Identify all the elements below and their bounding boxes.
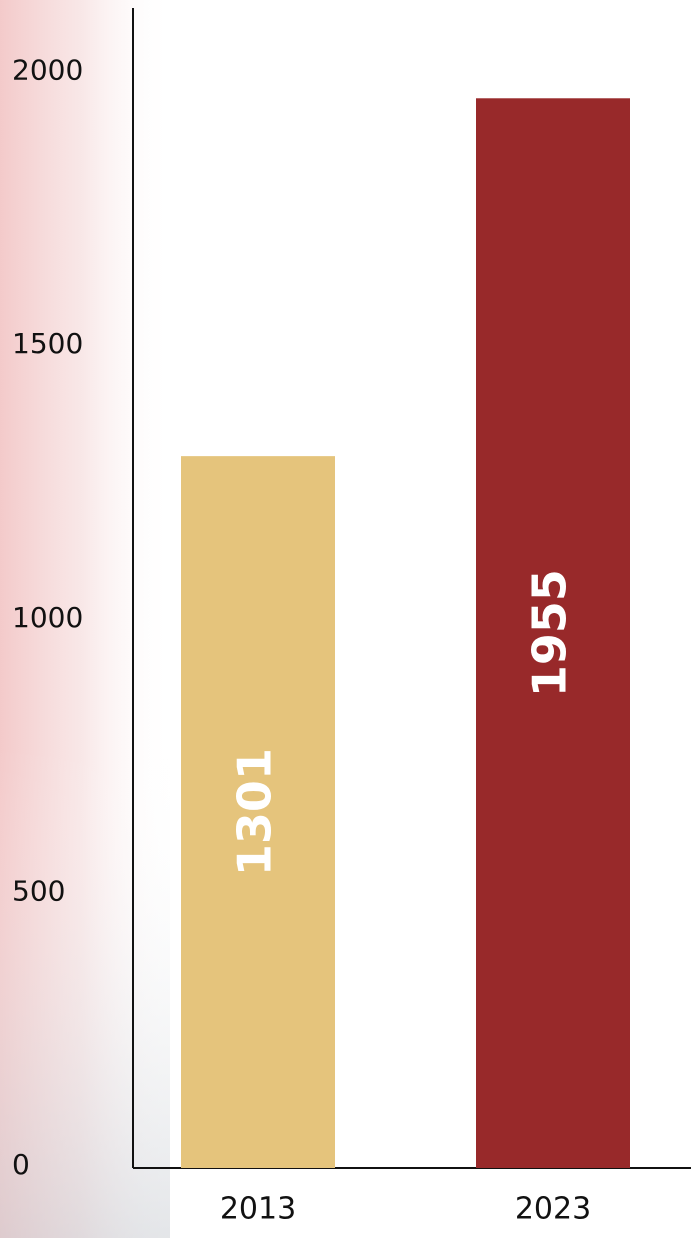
x-tick-label: 2023 xyxy=(515,1192,591,1227)
y-tick-label: 0 xyxy=(12,1148,30,1181)
x-tick-label: 2013 xyxy=(220,1192,296,1227)
y-tick-label: 1500 xyxy=(12,327,83,360)
y-tick-label: 2000 xyxy=(12,54,83,87)
value-label: 1955 xyxy=(523,569,577,697)
y-tick-label: 500 xyxy=(12,874,65,907)
value-label: 1301 xyxy=(228,748,282,876)
y-tick-label: 1000 xyxy=(12,601,83,634)
bar xyxy=(181,456,335,1168)
bar xyxy=(476,98,630,1169)
background-shade xyxy=(0,0,170,1238)
